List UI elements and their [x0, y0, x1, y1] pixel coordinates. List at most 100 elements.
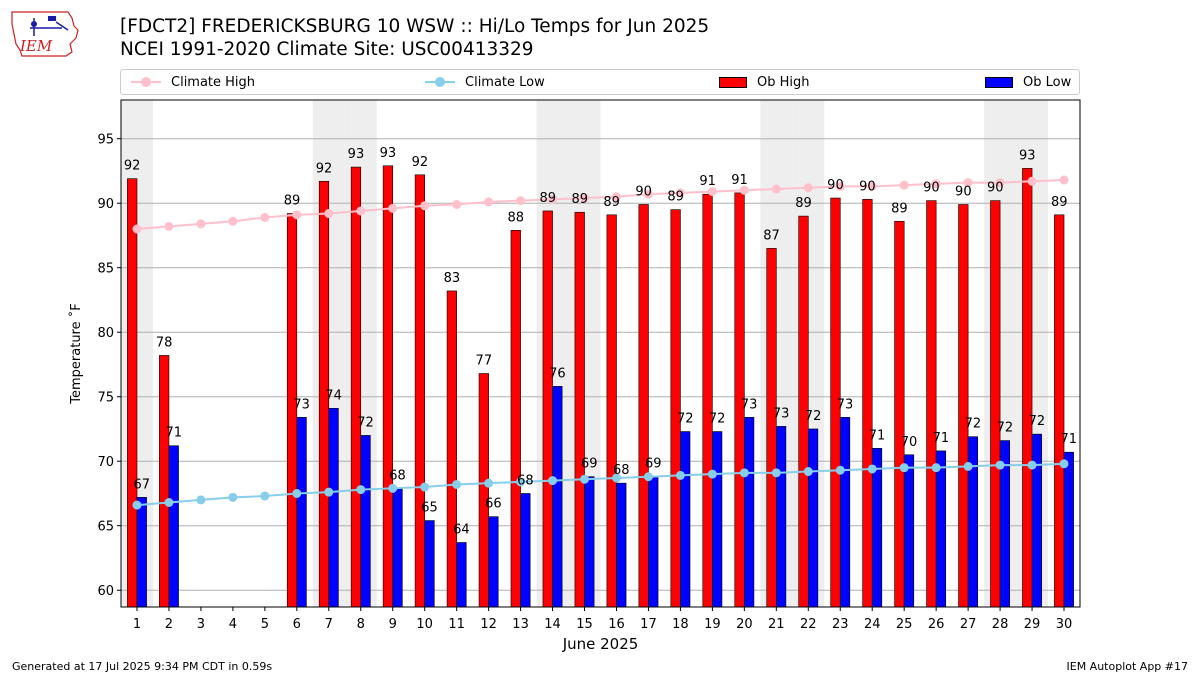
ob-low-bar-day-19 — [712, 431, 723, 608]
climate-high-point-day-4 — [228, 216, 238, 226]
xtick-label-30: 30 — [1056, 617, 1073, 632]
ob-low-swatch — [985, 76, 1013, 88]
climate-low-point-day-6 — [292, 488, 302, 498]
xtick-label-29: 29 — [1024, 617, 1041, 632]
climate-low-point-day-24 — [867, 464, 877, 474]
climate-low-point-day-18 — [675, 470, 685, 480]
ob-high-label-day-9: 93 — [380, 146, 397, 161]
ob-low-label-day-22: 72 — [805, 409, 822, 424]
ob-low-label-day-10: 65 — [421, 501, 438, 516]
xtick-label-7: 7 — [325, 617, 333, 632]
ob-high-bar-day-12 — [478, 373, 489, 608]
ob-high-label-day-6: 89 — [284, 194, 301, 209]
climate-low-point-day-12 — [484, 478, 494, 488]
climate-low-point-day-20 — [739, 468, 749, 478]
ob-high-label-day-10: 92 — [412, 155, 429, 170]
ob-high-label-day-27: 90 — [955, 184, 972, 199]
y-axis-label: Temperature ˚F — [68, 303, 84, 404]
ob-high-label-day-14: 89 — [539, 191, 556, 206]
climate-low-point-day-27 — [963, 461, 973, 471]
xtick-label-20: 20 — [736, 617, 753, 632]
ob-low-label-day-13: 68 — [517, 473, 534, 488]
climate-high-point-day-17 — [643, 189, 653, 199]
ob-high-bar-day-16 — [606, 214, 617, 608]
climate-low-point-day-11 — [452, 479, 462, 489]
climate-high-point-day-10 — [420, 201, 430, 211]
ob-low-label-day-8: 72 — [357, 415, 374, 430]
climate-high-point-day-6 — [292, 210, 302, 220]
xtick-label-22: 22 — [800, 617, 817, 632]
iem-logo: IEM — [11, 11, 79, 57]
ob-high-label-day-1: 92 — [124, 159, 141, 174]
climate-low-point-day-13 — [516, 477, 526, 487]
ob-low-label-day-2: 71 — [165, 426, 182, 441]
climate-low-point-day-29 — [1027, 460, 1037, 470]
ob-high-bar-day-24 — [862, 199, 873, 608]
ob-low-label-day-1: 67 — [134, 477, 151, 492]
legend-item-climate-high: Climate High — [131, 70, 255, 94]
ob-high-label-day-29: 93 — [1019, 148, 1036, 163]
ob-high-bar-day-19 — [702, 193, 713, 608]
xtick-label-14: 14 — [544, 617, 561, 632]
climate-low-point-day-14 — [548, 476, 558, 486]
ob-high-label-day-25: 89 — [891, 201, 908, 216]
climate-high-point-day-24 — [867, 181, 877, 191]
chart-title: [FDCT2] FREDERICKSBURG 10 WSW :: Hi/Lo T… — [120, 16, 710, 37]
xtick-label-24: 24 — [864, 617, 881, 632]
climate-low-point-day-30 — [1059, 459, 1069, 469]
xtick-label-8: 8 — [357, 617, 365, 632]
xtick-label-4: 4 — [229, 617, 237, 632]
climate-high-point-day-7 — [324, 209, 334, 219]
ob-low-label-day-29: 72 — [1029, 414, 1046, 429]
ob-high-label-day-20: 91 — [731, 173, 748, 188]
climate-low-point-day-26 — [931, 463, 941, 473]
climate-low-point-day-17 — [643, 472, 653, 482]
xtick-label-11: 11 — [448, 617, 465, 632]
ob-high-label-day-12: 77 — [476, 353, 493, 368]
ytick-label-65: 65 — [97, 520, 114, 535]
ob-low-label-day-18: 72 — [677, 412, 694, 427]
climate-low-point-day-2 — [164, 498, 174, 508]
plot-frame — [120, 99, 1081, 608]
xtick-label-10: 10 — [416, 617, 433, 632]
xtick-label-26: 26 — [928, 617, 945, 632]
legend-item-climate-low: Climate Low — [425, 70, 545, 94]
ob-low-label-day-16: 68 — [613, 463, 630, 478]
ob-low-bar-day-16 — [616, 482, 627, 608]
xtick-label-5: 5 — [261, 617, 269, 632]
ob-low-label-day-23: 73 — [837, 397, 854, 412]
xtick-label-28: 28 — [992, 617, 1009, 632]
ob-low-label-day-9: 68 — [389, 468, 406, 483]
xtick-label-21: 21 — [768, 617, 785, 632]
ob-high-bar-day-26 — [926, 200, 937, 608]
xtick-label-2: 2 — [165, 617, 173, 632]
xtick-label-23: 23 — [832, 617, 849, 632]
climate-high-point-day-3 — [196, 219, 206, 229]
ob-low-bar-day-30 — [1063, 451, 1074, 608]
ob-low-bar-day-8 — [360, 435, 371, 608]
climate-high-point-day-29 — [1027, 176, 1037, 186]
ob-high-label-day-22: 89 — [795, 196, 812, 211]
xtick-label-1: 1 — [133, 617, 141, 632]
climate-low-point-day-28 — [995, 460, 1005, 470]
xtick-label-19: 19 — [704, 617, 721, 632]
ob-high-label-day-18: 89 — [667, 190, 684, 205]
climate-high-point-day-12 — [484, 197, 494, 207]
ob-low-bar-day-14 — [552, 386, 563, 608]
ob-high-bar-day-1 — [127, 178, 138, 608]
ob-low-bar-day-2 — [168, 445, 179, 608]
ob-high-bar-day-21 — [766, 248, 777, 608]
ob-low-label-day-25: 70 — [901, 435, 918, 450]
legend-item-ob-low: Ob Low — [985, 70, 1071, 94]
climate-high-point-day-26 — [931, 179, 941, 189]
xtick-label-18: 18 — [672, 617, 689, 632]
climate-high-point-day-5 — [260, 212, 270, 222]
ob-low-bar-day-6 — [296, 417, 307, 608]
climate-high-point-day-14 — [548, 194, 558, 204]
ytick-label-95: 95 — [97, 133, 114, 148]
xtick-label-16: 16 — [608, 617, 625, 632]
ob-low-label-day-20: 73 — [741, 397, 758, 412]
ob-high-bar-day-28 — [990, 200, 1001, 608]
ob-low-bar-day-11 — [456, 542, 467, 608]
ob-low-label-day-30: 71 — [1061, 432, 1078, 447]
